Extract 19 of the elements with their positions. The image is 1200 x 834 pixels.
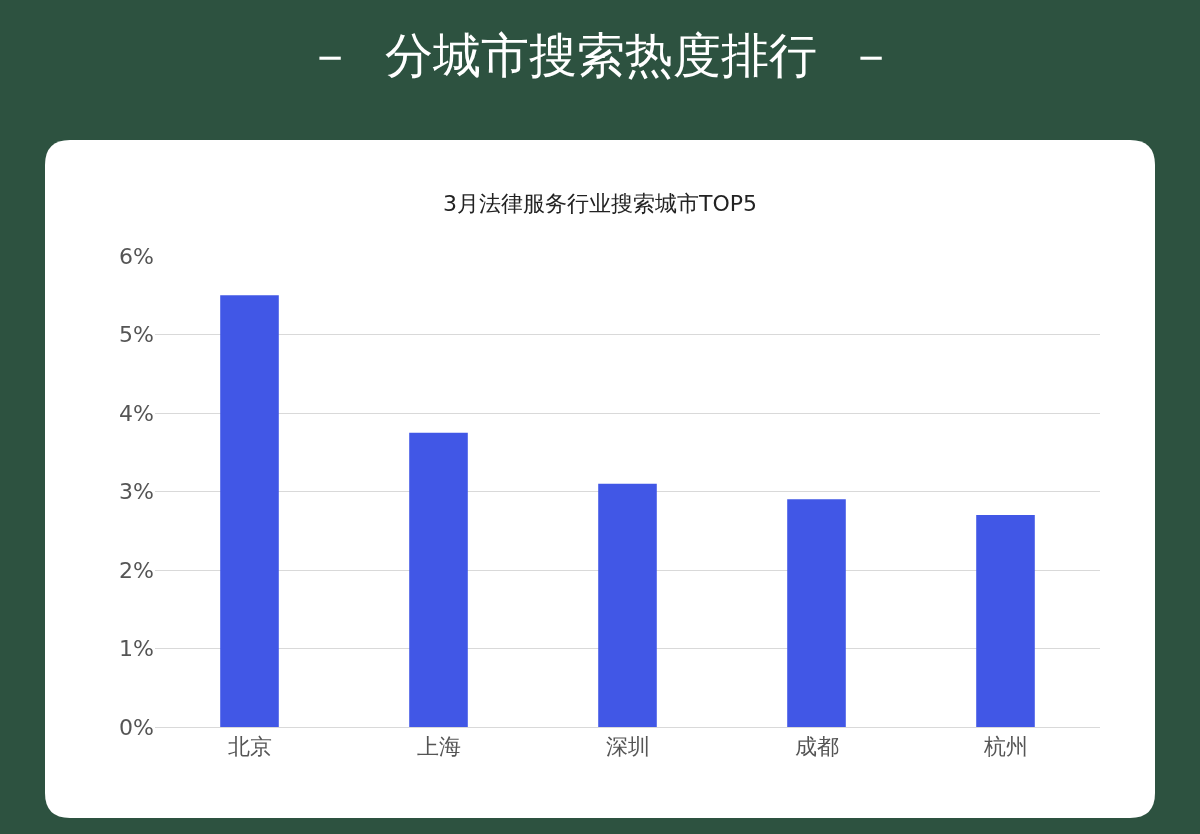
x-tick-label: 杭州 <box>982 734 1028 760</box>
chart-subtitle: 3月法律服务行业搜索城市TOP5 <box>443 191 758 216</box>
bar <box>220 295 279 727</box>
bar <box>598 483 657 727</box>
x-tick-label: 北京 <box>227 734 272 760</box>
x-tick-label: 深圳 <box>605 734 650 760</box>
y-tick-label: 3% <box>119 479 154 505</box>
chart-title: － 分城市搜索热度排行 － <box>306 27 896 83</box>
bar <box>787 499 846 727</box>
y-tick-label: 1% <box>119 636 154 662</box>
y-tick-label: 2% <box>119 557 154 583</box>
bar <box>409 432 468 727</box>
y-tick-label: 5% <box>119 322 154 348</box>
y-tick-label: 6% <box>119 243 154 269</box>
x-tick-label: 成都 <box>794 734 839 760</box>
x-tick-label: 上海 <box>416 734 461 760</box>
y-tick-label: 4% <box>119 400 154 426</box>
bar <box>976 515 1035 727</box>
y-tick-label: 0% <box>119 714 154 740</box>
